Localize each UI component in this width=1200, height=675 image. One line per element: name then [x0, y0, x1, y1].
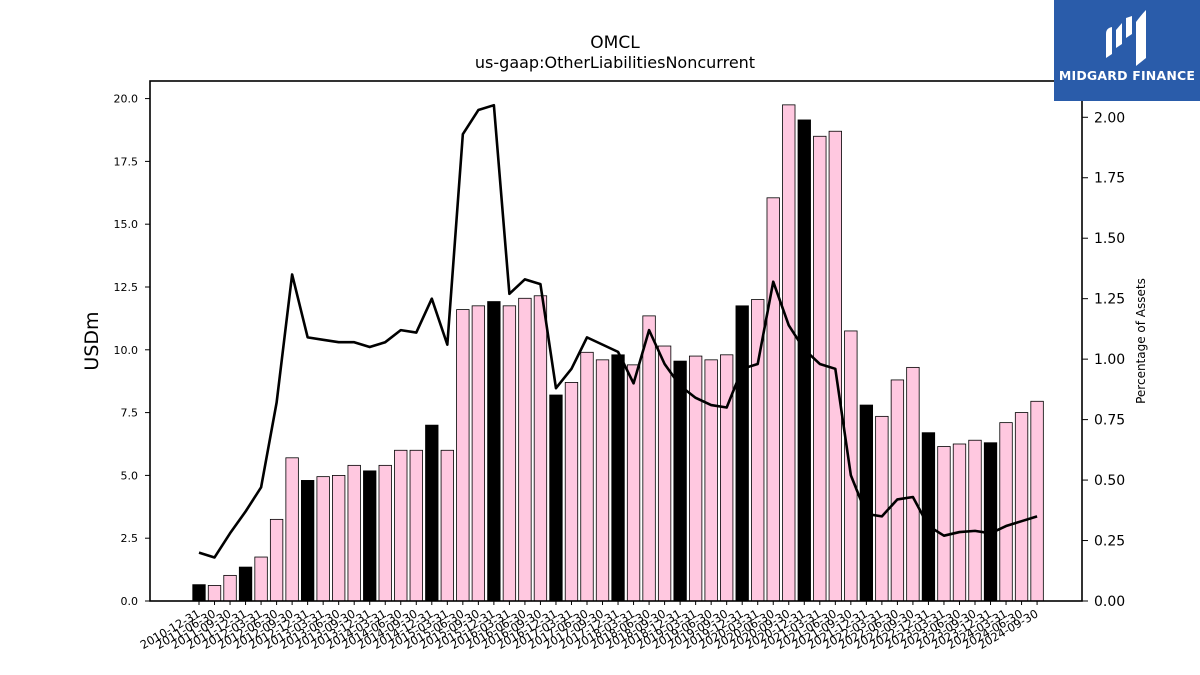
bar — [378, 464, 392, 602]
bar — [642, 315, 656, 602]
bar — [844, 330, 858, 602]
bar — [487, 301, 501, 602]
bar — [363, 470, 377, 602]
bar — [766, 197, 780, 602]
bar — [626, 364, 641, 602]
chart-title: OMCL — [590, 33, 640, 53]
bar — [471, 305, 486, 602]
y-tick-label: 12.5 — [114, 281, 139, 294]
bar — [456, 309, 470, 602]
bar — [238, 566, 253, 602]
y-tick-label: 0.0 — [121, 595, 139, 608]
y-tick-label: 20.0 — [114, 93, 139, 106]
line-series — [198, 103, 1038, 559]
bar — [1030, 400, 1044, 602]
y2-axis-label: Percentage of Assets — [1134, 278, 1148, 404]
y2-tick-label: 0.00 — [1094, 594, 1125, 610]
bar — [223, 574, 237, 602]
line-percentage-of-assets — [198, 103, 1038, 559]
bar — [999, 422, 1013, 602]
bar — [952, 443, 967, 602]
brand-logo: MIDGARD FINANCE — [1054, 0, 1200, 101]
bar — [720, 354, 734, 602]
bar — [937, 446, 951, 602]
y-tick-label: 10.0 — [114, 344, 139, 357]
bar — [890, 379, 905, 602]
bar — [332, 474, 346, 602]
bar — [564, 382, 579, 602]
y-tick-label: 17.5 — [114, 155, 139, 168]
bar — [797, 119, 811, 602]
bar — [207, 585, 222, 602]
y2-tick-label: 1.50 — [1094, 231, 1125, 247]
y2-tick-label: 2.00 — [1094, 110, 1125, 126]
bar — [968, 439, 982, 602]
bar — [533, 295, 548, 602]
bar — [347, 464, 361, 602]
y2-tick-label: 0.25 — [1094, 534, 1125, 550]
y-axis-label: USDm — [81, 311, 103, 370]
y2-tick-label: 0.75 — [1094, 413, 1125, 429]
y-axis-right: 0.00 0.25 0.50 0.75 1.00 1.25 1.50 1.75 2.00 — [1082, 110, 1125, 610]
bar — [704, 359, 718, 602]
bar — [269, 518, 284, 602]
bar — [580, 351, 594, 602]
logo-text: MIDGARD FINANCE — [1058, 68, 1196, 83]
x-axis: 2010-12-312011-06-302011-09-302011-12-31… — [138, 601, 1041, 652]
bar — [875, 415, 889, 602]
bar — [673, 360, 687, 602]
y2-tick-label: 1.25 — [1094, 292, 1125, 308]
y2-tick-label: 0.50 — [1094, 473, 1125, 489]
plot-frame — [149, 80, 1083, 602]
y2-tick-label: 1.00 — [1094, 352, 1125, 368]
bar — [394, 449, 408, 602]
y-tick-label: 5.0 — [121, 469, 139, 482]
bar — [735, 305, 749, 602]
bar — [316, 476, 330, 602]
y2-tick-label: 1.75 — [1094, 171, 1125, 187]
bar — [300, 480, 315, 602]
y-tick-label: 7.5 — [121, 407, 139, 420]
y-tick-label: 15.0 — [114, 218, 139, 231]
bar — [285, 457, 299, 602]
y-axis-left: 0.0 2.5 5.0 7.5 10.0 12.5 15.0 17.5 20.0 — [114, 93, 150, 608]
y-tick-label: 2.5 — [121, 532, 139, 545]
bar — [813, 135, 827, 602]
bar — [425, 424, 439, 602]
bar — [782, 104, 796, 602]
chart-subtitle: us-gaap:OtherLiabilitiesNoncurrent — [475, 53, 755, 72]
bar — [983, 442, 998, 602]
bar — [906, 366, 920, 602]
bar — [409, 449, 423, 602]
bar — [502, 305, 517, 602]
bar — [192, 584, 206, 602]
bar — [1014, 412, 1029, 602]
bar — [549, 394, 563, 602]
bar — [518, 297, 532, 602]
bar — [611, 354, 625, 602]
bar — [254, 556, 268, 602]
bar — [595, 359, 610, 602]
midgard-logo-icon — [1106, 10, 1146, 66]
bar — [440, 449, 454, 602]
bar — [657, 345, 672, 602]
